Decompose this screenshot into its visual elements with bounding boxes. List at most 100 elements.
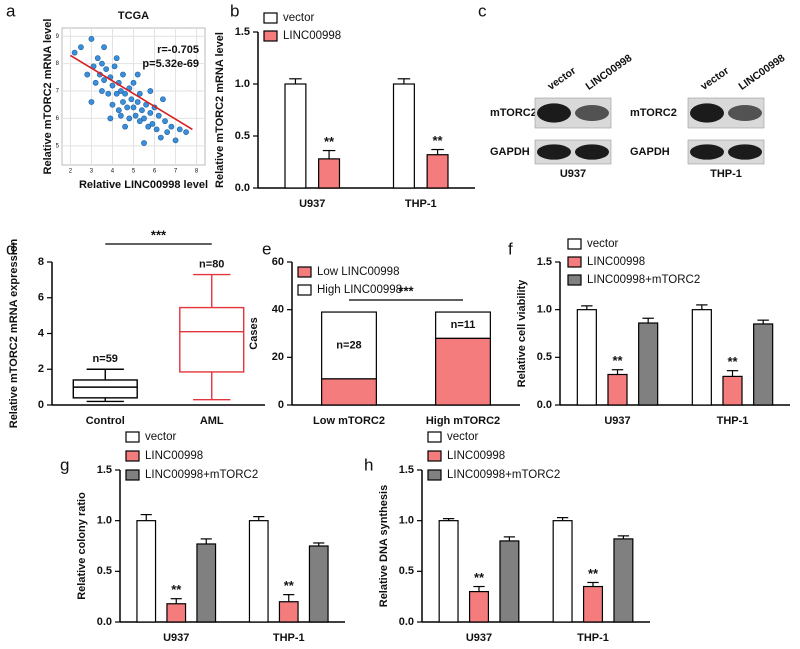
y-tick-label: 60 [272,256,284,268]
legend-swatch [125,431,140,443]
point [71,49,78,56]
y-tick-label: 6 [38,292,44,304]
legend-swatch [427,450,442,462]
panel-label: b [230,1,239,20]
y-tick-label: 0.0 [399,616,414,628]
y-tick-label: 0.5 [399,565,414,577]
x-tick-label: AML [200,415,224,427]
y-tick-label: 0.5 [235,130,250,142]
significance: ** [284,578,295,593]
point [157,134,164,141]
bar [196,543,217,623]
significance: ** [588,566,599,581]
y-tick-label: 8 [38,256,44,268]
point [136,90,143,97]
lane-label: LINC00998 [736,52,787,93]
row-label: GAPDH [490,146,530,158]
x-tick-label: 4 [111,169,115,175]
n-label: n=59 [93,353,118,365]
bar [318,158,341,189]
bar [576,309,597,406]
n-label: n=80 [199,258,224,270]
point [92,79,99,86]
point [122,90,128,97]
bar [552,520,573,623]
point [107,115,114,122]
significance: ** [474,570,485,585]
blot-band [575,144,609,160]
y-axis-label: Relative DNA synthesis [378,485,390,607]
x-tick-label: 7 [174,169,178,175]
significance: ** [727,354,738,369]
x-tick-label: U937 [299,198,325,210]
point [153,126,160,133]
significance: ** [433,133,444,148]
blot-band [690,103,724,123]
point [120,71,126,78]
legend-label: vector [283,12,314,24]
legend-label: LINC00998+mTORC2 [587,274,700,286]
panel-label: c [478,1,487,20]
point [84,71,91,78]
value-label: n=11 [451,319,476,331]
point [120,99,126,105]
point [101,44,107,51]
blot-band [728,105,762,121]
point [101,77,107,83]
box [72,379,138,399]
point [168,123,175,130]
point [183,129,189,136]
x-tick-label: Control [86,415,125,427]
legend-label: LINC00998+mTORC2 [145,469,258,481]
point [126,115,133,122]
bar [284,83,307,189]
point [139,107,145,114]
bar [308,545,329,623]
point [130,104,137,111]
bar [499,540,520,623]
significance: ** [324,134,335,149]
legend-label: LINC00998+mTORC2 [447,469,560,481]
point [124,104,131,111]
x-tick-label: THP-1 [273,632,305,644]
point [115,107,122,114]
x-tick-label: 2 [69,169,73,175]
bar [136,520,157,623]
x-tick-label: U937 [604,415,630,427]
y-tick-label: 0.5 [97,565,112,577]
y-tick-label: 5 [56,143,60,149]
significance: ** [171,582,182,597]
legend-swatch [567,256,582,268]
legend-label: vector [587,238,618,250]
y-tick-label: 2 [38,363,44,375]
x-tick-label: High mTORC2 [426,415,500,427]
legend-label: vector [145,431,176,443]
point [117,88,124,94]
y-axis-label: Relative cell viability [516,279,528,387]
point [136,118,143,125]
point [164,129,171,136]
y-tick-label: 0.5 [537,351,552,363]
x-tick-label: THP-1 [577,632,609,644]
trend-line [69,54,193,131]
point [109,101,116,108]
value-label: n=28 [336,339,361,351]
y-tick-label: 9 [56,34,60,40]
point [111,63,118,70]
point [113,55,120,62]
y-tick-label: 1.0 [537,304,552,316]
x-tick-label: THP-1 [405,198,437,210]
y-tick-label: 1.0 [235,78,250,90]
x-axis-label: Relative LINC00998 level [79,179,208,191]
y-axis-label: Relative mTORC2 mRNA expression [8,238,20,428]
point [176,126,183,133]
point [128,96,135,103]
bar [468,590,490,623]
y-tick-label: 1.5 [399,464,414,476]
x-tick-label: 8 [195,169,199,175]
y-tick-label: 20 [272,351,284,363]
panel-label: g [60,455,69,474]
legend-swatch [297,284,312,296]
bar-segment [321,378,377,406]
lane-label: vector [545,65,578,93]
